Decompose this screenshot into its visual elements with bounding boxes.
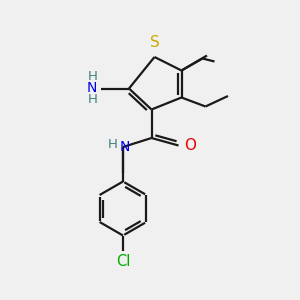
Text: N: N bbox=[119, 140, 130, 154]
Text: Cl: Cl bbox=[116, 254, 130, 269]
Text: O: O bbox=[184, 138, 196, 153]
Text: N: N bbox=[86, 82, 97, 95]
Text: H: H bbox=[108, 137, 117, 151]
Text: H: H bbox=[88, 70, 98, 83]
Text: S: S bbox=[150, 35, 159, 50]
Text: H: H bbox=[88, 93, 98, 106]
